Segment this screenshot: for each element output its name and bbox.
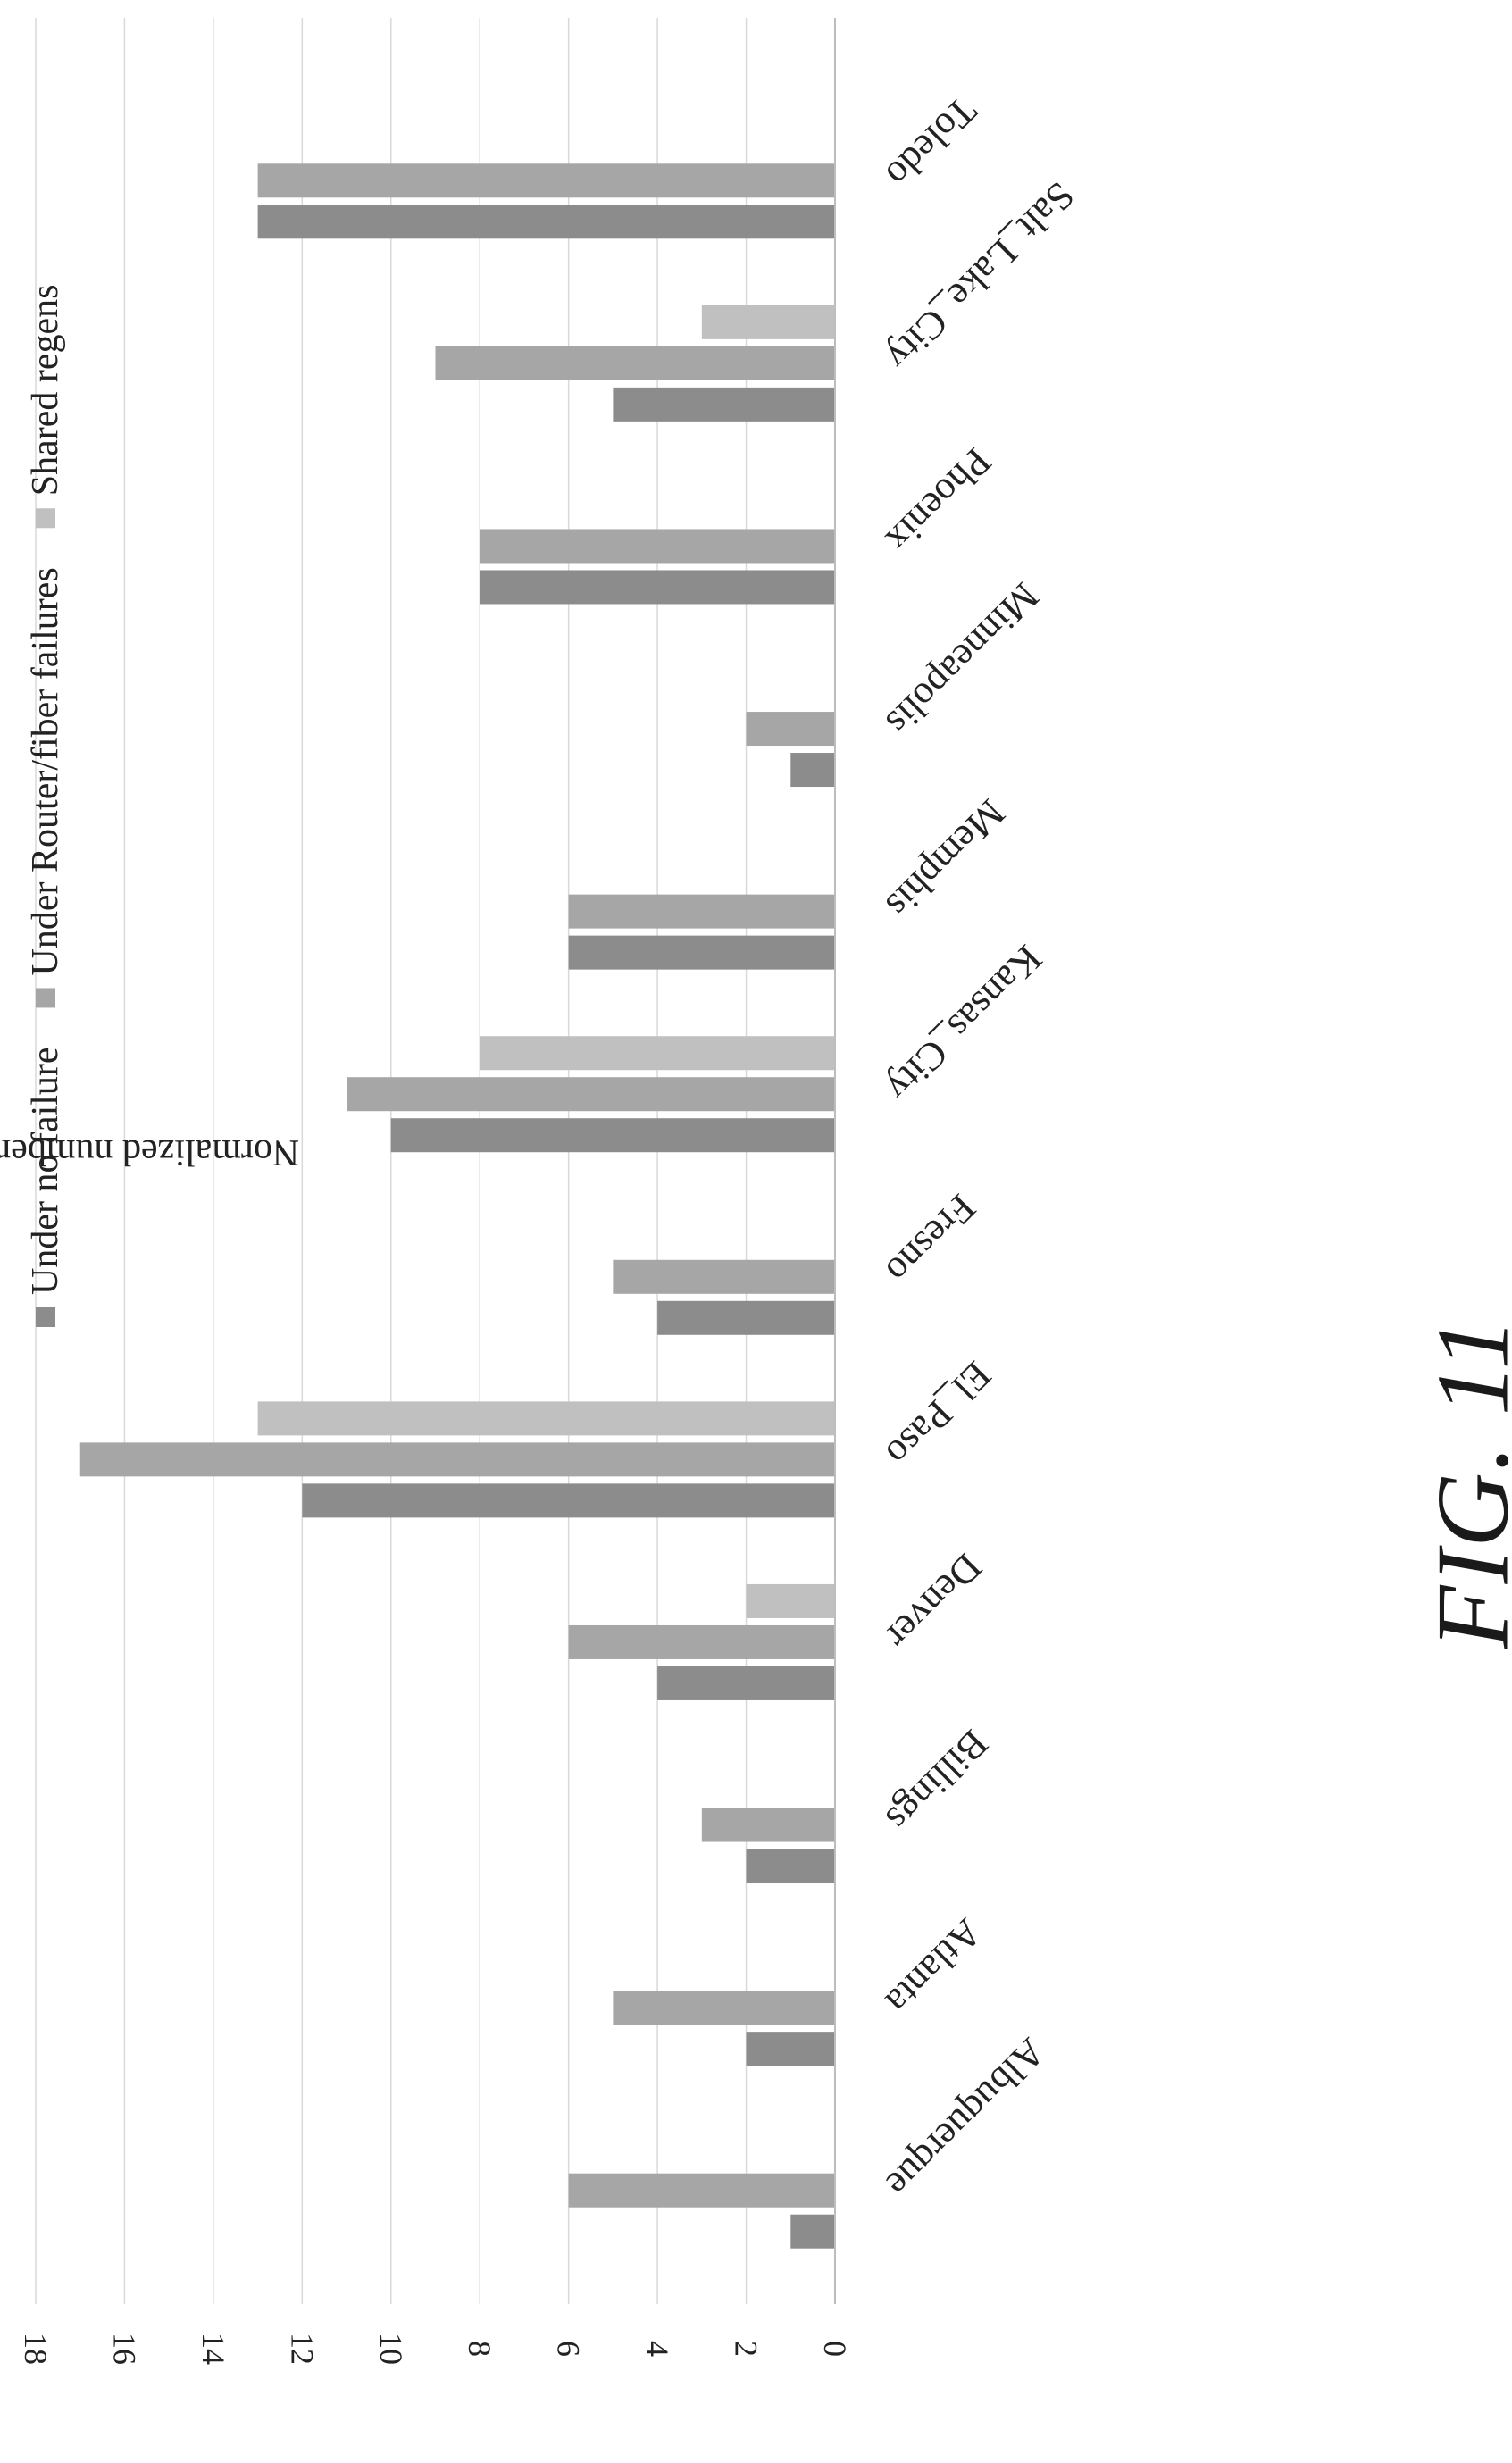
bar-under-router-fiber-failures-billings (701, 1808, 835, 1842)
category-label-salt-lake-city: Salt_Lake_City (878, 173, 1083, 379)
category-label-phoenix: Phoenix (878, 439, 1000, 562)
bar-under-router-fiber-failures-toledo (257, 163, 836, 198)
category-label-billings: Billings (878, 1722, 997, 1841)
bar-under-router-fiber-failures-memphis (568, 894, 835, 929)
bar-shared-regens-salt-lake-city (701, 305, 835, 339)
figure-label: FIG. 11 (1416, 1315, 1512, 1649)
y-axis-title: Normalized number of regenerators (0, 1131, 299, 1173)
bar-under-no-failure-albuquerque (790, 2214, 835, 2249)
bars (79, 163, 836, 2249)
bar-under-no-failure-el-paso (302, 1483, 835, 1518)
bar-under-no-failure-atlanta (746, 2032, 835, 2066)
tick-label: 12 (284, 2333, 320, 2365)
bar-under-router-fiber-failures-kansas-city (347, 1077, 835, 1112)
tick-label: 8 (462, 2341, 497, 2357)
legend: Under no failure Under Router/fiber failu… (25, 285, 66, 1327)
bar-under-no-failure-denver (657, 1666, 835, 1700)
tick-labels: 0 2 4 6 8 10 12 14 16 18 (18, 2333, 853, 2365)
bar-under-no-failure-toledo (257, 205, 836, 239)
tick-label: 14 (196, 2333, 231, 2365)
bar-under-router-fiber-failures-denver (568, 1624, 835, 1659)
category-label-kansas-city: Kansas_City (878, 937, 1051, 1110)
bar-under-no-failure-phoenix (480, 570, 835, 605)
legend-label-shared-regens: Shared regens (25, 285, 66, 497)
bar-shared-regens-el-paso (257, 1401, 836, 1436)
tick-label: 18 (18, 2333, 54, 2365)
bar-under-no-failure-memphis (568, 935, 835, 970)
category-label-denver: Denver (877, 1545, 990, 1657)
bar-under-router-fiber-failures-minneapolis (746, 712, 835, 747)
bar-under-no-failure-kansas-city (390, 1118, 835, 1153)
bar-under-router-fiber-failures-fresno (613, 1259, 835, 1294)
category-label-toledo: Toledo (878, 88, 986, 196)
category-label-minneapolis: Minneapolis (878, 574, 1048, 744)
bar-under-no-failure-fresno (657, 1300, 835, 1335)
tick-label: 0 (817, 2341, 853, 2357)
bar-under-no-failure-minneapolis (790, 753, 835, 788)
category-label-fresno: Fresno (878, 1186, 984, 1292)
category-label-albuquerque: Albuquerque (878, 2030, 1054, 2206)
bar-under-router-fiber-failures-albuquerque (568, 2173, 835, 2208)
legend-label-under-no-failure: Under no failure (25, 1047, 66, 1295)
bar-under-router-fiber-failures-el-paso (79, 1442, 835, 1477)
tick-label: 10 (373, 2333, 409, 2365)
bar-under-no-failure-billings (746, 1849, 835, 1883)
bar-under-router-fiber-failures-phoenix (480, 529, 835, 564)
tick-label: 16 (106, 2333, 142, 2365)
tick-label: 2 (729, 2341, 764, 2357)
legend-label-under-router-fiber-failures: Under Router/fiber failures (25, 567, 66, 975)
bar-shared-regens-kansas-city (480, 1036, 835, 1071)
bar-under-no-failure-salt-lake-city (613, 387, 835, 422)
tick-label: 6 (551, 2341, 587, 2357)
legend-swatch-under-no-failure (36, 1307, 55, 1327)
tick-label: 4 (639, 2341, 675, 2357)
category-label-memphis: Memphis (878, 791, 1014, 927)
bar-shared-regens-denver (746, 1583, 835, 1618)
bar-under-router-fiber-failures-salt-lake-city (435, 346, 835, 380)
legend-swatch-under-router-fiber-failures (36, 988, 55, 1008)
category-label-el-paso: El_Paso (878, 1353, 1000, 1475)
bar-under-router-fiber-failures-atlanta (613, 1991, 835, 2025)
category-label-atlanta: Atlanta (878, 1910, 990, 2023)
legend-swatch-shared-regens (36, 508, 55, 529)
